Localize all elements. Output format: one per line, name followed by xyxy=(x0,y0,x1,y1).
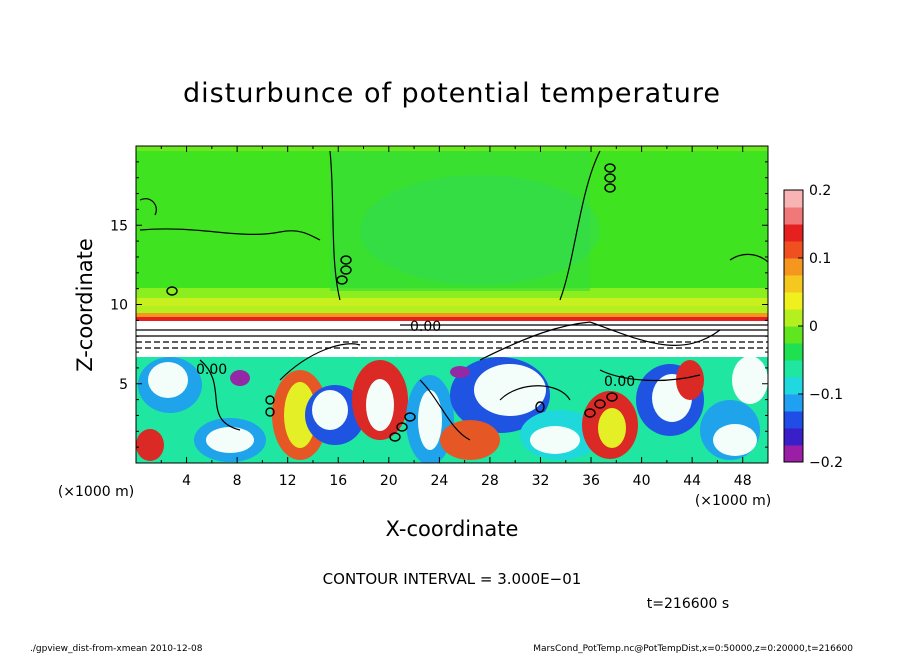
colorbar xyxy=(784,190,803,463)
colorbar-segment xyxy=(784,428,803,446)
contour-label: 0.00 xyxy=(604,374,635,390)
x-tick-label: 48 xyxy=(734,473,752,489)
x-tick-label: 28 xyxy=(481,473,499,489)
y-axis-ticks: 5 10 15 xyxy=(110,161,768,448)
colorbar-segment xyxy=(784,445,803,463)
x-tick-label: 40 xyxy=(633,473,651,489)
colorbar-segment xyxy=(784,190,803,208)
y-tick-label: 10 xyxy=(110,298,128,314)
footer-left: ./gpview_dist-from-xmean 2010-12-08 xyxy=(30,644,203,654)
colorbar-segment xyxy=(784,207,803,225)
x-axis-label: X-coordinate xyxy=(386,517,519,541)
colorbar-segment xyxy=(784,394,803,412)
y-axis-label: Z-coordinate xyxy=(73,238,97,372)
colorbar-segment xyxy=(784,309,803,327)
colorbar-segment xyxy=(784,275,803,293)
x-axis-ticks: 4 8 12 16 20 24 28 32 36 40 44 48 xyxy=(160,146,769,489)
colorbar-tick-label: 0.1 xyxy=(809,251,831,267)
x-tick-label: 24 xyxy=(430,473,448,489)
x-tick-label: 36 xyxy=(582,473,600,489)
x-tick-label: 8 xyxy=(233,473,242,489)
colorbar-segment xyxy=(784,292,803,310)
colorbar-tick-label: 0 xyxy=(809,319,818,335)
x-unit-left: (×1000 m) xyxy=(58,484,134,500)
x-unit-right: (×1000 m) xyxy=(695,493,771,509)
heatmap-field: 0.00 0.00 0.00 xyxy=(136,146,768,463)
x-tick-label: 32 xyxy=(532,473,550,489)
colorbar-segment xyxy=(784,224,803,242)
colorbar-tick-label: 0.2 xyxy=(809,183,831,199)
footer-right: MarsCond_PotTemp.nc@PotTempDist,x=0:5000… xyxy=(533,644,853,654)
x-tick-label: 16 xyxy=(329,473,347,489)
colorbar-segment xyxy=(784,377,803,395)
x-tick-label: 4 xyxy=(182,473,191,489)
x-tick-label: 12 xyxy=(279,473,297,489)
colorbar-segment xyxy=(784,326,803,344)
chart-title: disturbunce of potential temperature xyxy=(183,78,721,109)
colorbar-segment xyxy=(784,360,803,378)
colorbar-segment xyxy=(784,241,803,259)
colorbar-segment xyxy=(784,343,803,361)
x-tick-label: 20 xyxy=(380,473,398,489)
colorbar-tick-label: −0.2 xyxy=(809,455,843,471)
contour-label: 0.00 xyxy=(196,362,227,378)
colorbar-ticks: 0.2 0.1 0 −0.1 −0.2 xyxy=(798,183,843,471)
contour-label: 0.00 xyxy=(410,319,441,335)
x-tick-label: 44 xyxy=(683,473,701,489)
contour-interval: CONTOUR INTERVAL = 3.000E−01 xyxy=(323,570,582,588)
time-label: t=216600 s xyxy=(647,596,729,612)
y-tick-label: 5 xyxy=(119,377,128,393)
colorbar-segment xyxy=(784,411,803,429)
y-tick-label: 15 xyxy=(110,218,128,234)
colorbar-segment xyxy=(784,258,803,276)
colorbar-tick-label: −0.1 xyxy=(809,387,843,403)
